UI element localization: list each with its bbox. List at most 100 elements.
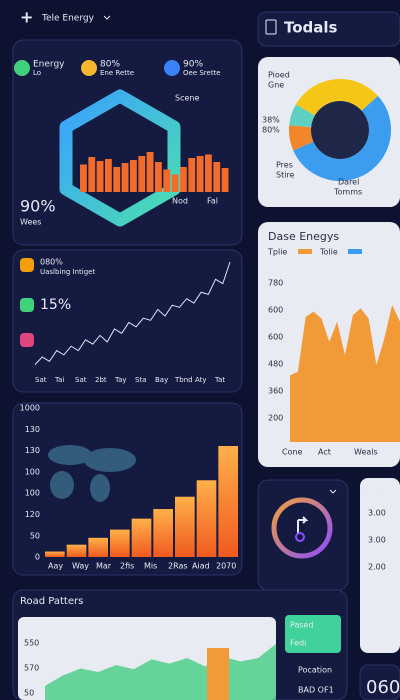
bar: [66, 544, 87, 557]
legend-label: Tplie: [267, 248, 287, 257]
bar: [155, 162, 162, 192]
x-tick-label: Tay: [114, 376, 127, 384]
donut-label: 38%: [262, 116, 280, 125]
legend-label: Fedi: [290, 639, 306, 648]
x-tick-label: Tai: [54, 376, 64, 384]
x-tick-label: Weals: [354, 448, 378, 457]
y-tick-label: 570: [24, 664, 39, 673]
gauge-dot: [295, 532, 305, 542]
corner-card: [359, 664, 400, 700]
bar: [218, 446, 238, 557]
x-tick-label: Sta: [135, 376, 146, 384]
bar: [131, 518, 152, 557]
y-tick-label: 600: [268, 306, 283, 315]
bar: [88, 537, 108, 557]
note: BAD OF1: [298, 686, 334, 695]
item-label: Uaslbing Intiget: [40, 268, 95, 276]
x-tick-label: 2bt: [95, 376, 107, 384]
bar: [188, 158, 196, 192]
pattern-title: Pratern: [366, 489, 399, 499]
bar: [110, 529, 130, 557]
chevron[interactable]: [329, 489, 337, 494]
bar: [113, 167, 121, 192]
totals-header: [257, 11, 400, 47]
bar: [221, 168, 229, 192]
x-tick-label: Mar: [96, 562, 112, 571]
y-tick-label: 550: [24, 639, 39, 648]
legend-value: 90%: [183, 60, 203, 70]
trend-card: [12, 249, 243, 393]
donut-label: Pres: [276, 161, 293, 170]
bar: [175, 496, 195, 557]
donut-label: Tomms: [333, 188, 362, 197]
item-icon: [20, 258, 34, 272]
x-tick-label: Sat: [75, 376, 87, 384]
road-legend-box: [285, 615, 341, 653]
x-tick-label: Tat: [214, 376, 225, 384]
item-icon: [20, 298, 34, 312]
donut-hole: [311, 101, 369, 159]
x-tick-label: 2070: [216, 562, 236, 571]
x-tick-label: Aty: [195, 376, 207, 384]
y-tick-label: 360: [268, 387, 283, 396]
x-tick-label: Tbnd: [174, 376, 193, 384]
item-value: 15%: [40, 297, 71, 313]
x-tick-label: 2Ras: [168, 562, 188, 571]
legend-label: Pased: [290, 621, 314, 630]
add-icon[interactable]: +: [20, 8, 33, 27]
legend-swatch: [298, 249, 312, 254]
note: Pocation: [298, 666, 332, 675]
legend-icon: [14, 60, 30, 76]
y-tick-label: 600: [268, 333, 283, 342]
bar: [130, 160, 137, 192]
bar: [121, 163, 129, 192]
donut-label: Pioed: [268, 71, 290, 80]
legend-icon: [81, 60, 97, 76]
bar: [196, 480, 217, 557]
x-tick-label: Bay: [155, 376, 168, 384]
legend-label: Ene Rette: [100, 69, 134, 77]
y-tick-label: 130: [25, 425, 40, 434]
chart-label: Nod: [172, 197, 188, 206]
y-tick-label: 120: [25, 510, 40, 519]
y-tick-label: 200: [268, 414, 283, 423]
x-tick-label: Way: [72, 562, 89, 571]
legend-icon: [164, 60, 180, 76]
donut-label: Stire: [276, 171, 295, 180]
doc-icon: [265, 19, 277, 35]
bar: [180, 167, 187, 192]
y-tick-label: 50: [24, 689, 34, 698]
bar: [196, 156, 204, 192]
big-label: Wees: [20, 218, 41, 227]
bar: [153, 509, 173, 557]
big-value: 90%: [20, 197, 56, 216]
x-tick-label: Sat: [35, 376, 47, 384]
annotation: Scene: [175, 94, 199, 103]
road-title: Road Patters: [20, 596, 83, 607]
bar: [171, 174, 179, 192]
trend-line: [34, 261, 231, 365]
y-tick-label: 50: [30, 531, 40, 540]
chevron[interactable]: [103, 15, 111, 20]
y-tick-label: 2.00: [368, 563, 386, 572]
donut-segment: [289, 79, 391, 181]
world-map: [48, 445, 136, 502]
donut-label: Darel: [338, 178, 359, 187]
bar: [45, 551, 65, 557]
y-tick-label: 100: [25, 489, 40, 498]
bar: [96, 161, 104, 192]
donut-segment: [289, 79, 391, 181]
item-icon: [20, 333, 34, 347]
chart-label: Fal: [207, 197, 218, 206]
bar: [105, 159, 112, 192]
legend-label: Lo: [33, 69, 41, 77]
base-title: Dase Enegys: [268, 230, 339, 243]
totals-title: Todals: [284, 19, 338, 37]
corner-value: 060: [366, 677, 400, 698]
x-tick-label: Aay: [48, 562, 63, 571]
header-title[interactable]: Tele Energy: [41, 14, 95, 24]
y-tick-label: 1000: [20, 404, 40, 413]
area: [290, 305, 400, 442]
donut-label: Gne: [268, 81, 284, 90]
